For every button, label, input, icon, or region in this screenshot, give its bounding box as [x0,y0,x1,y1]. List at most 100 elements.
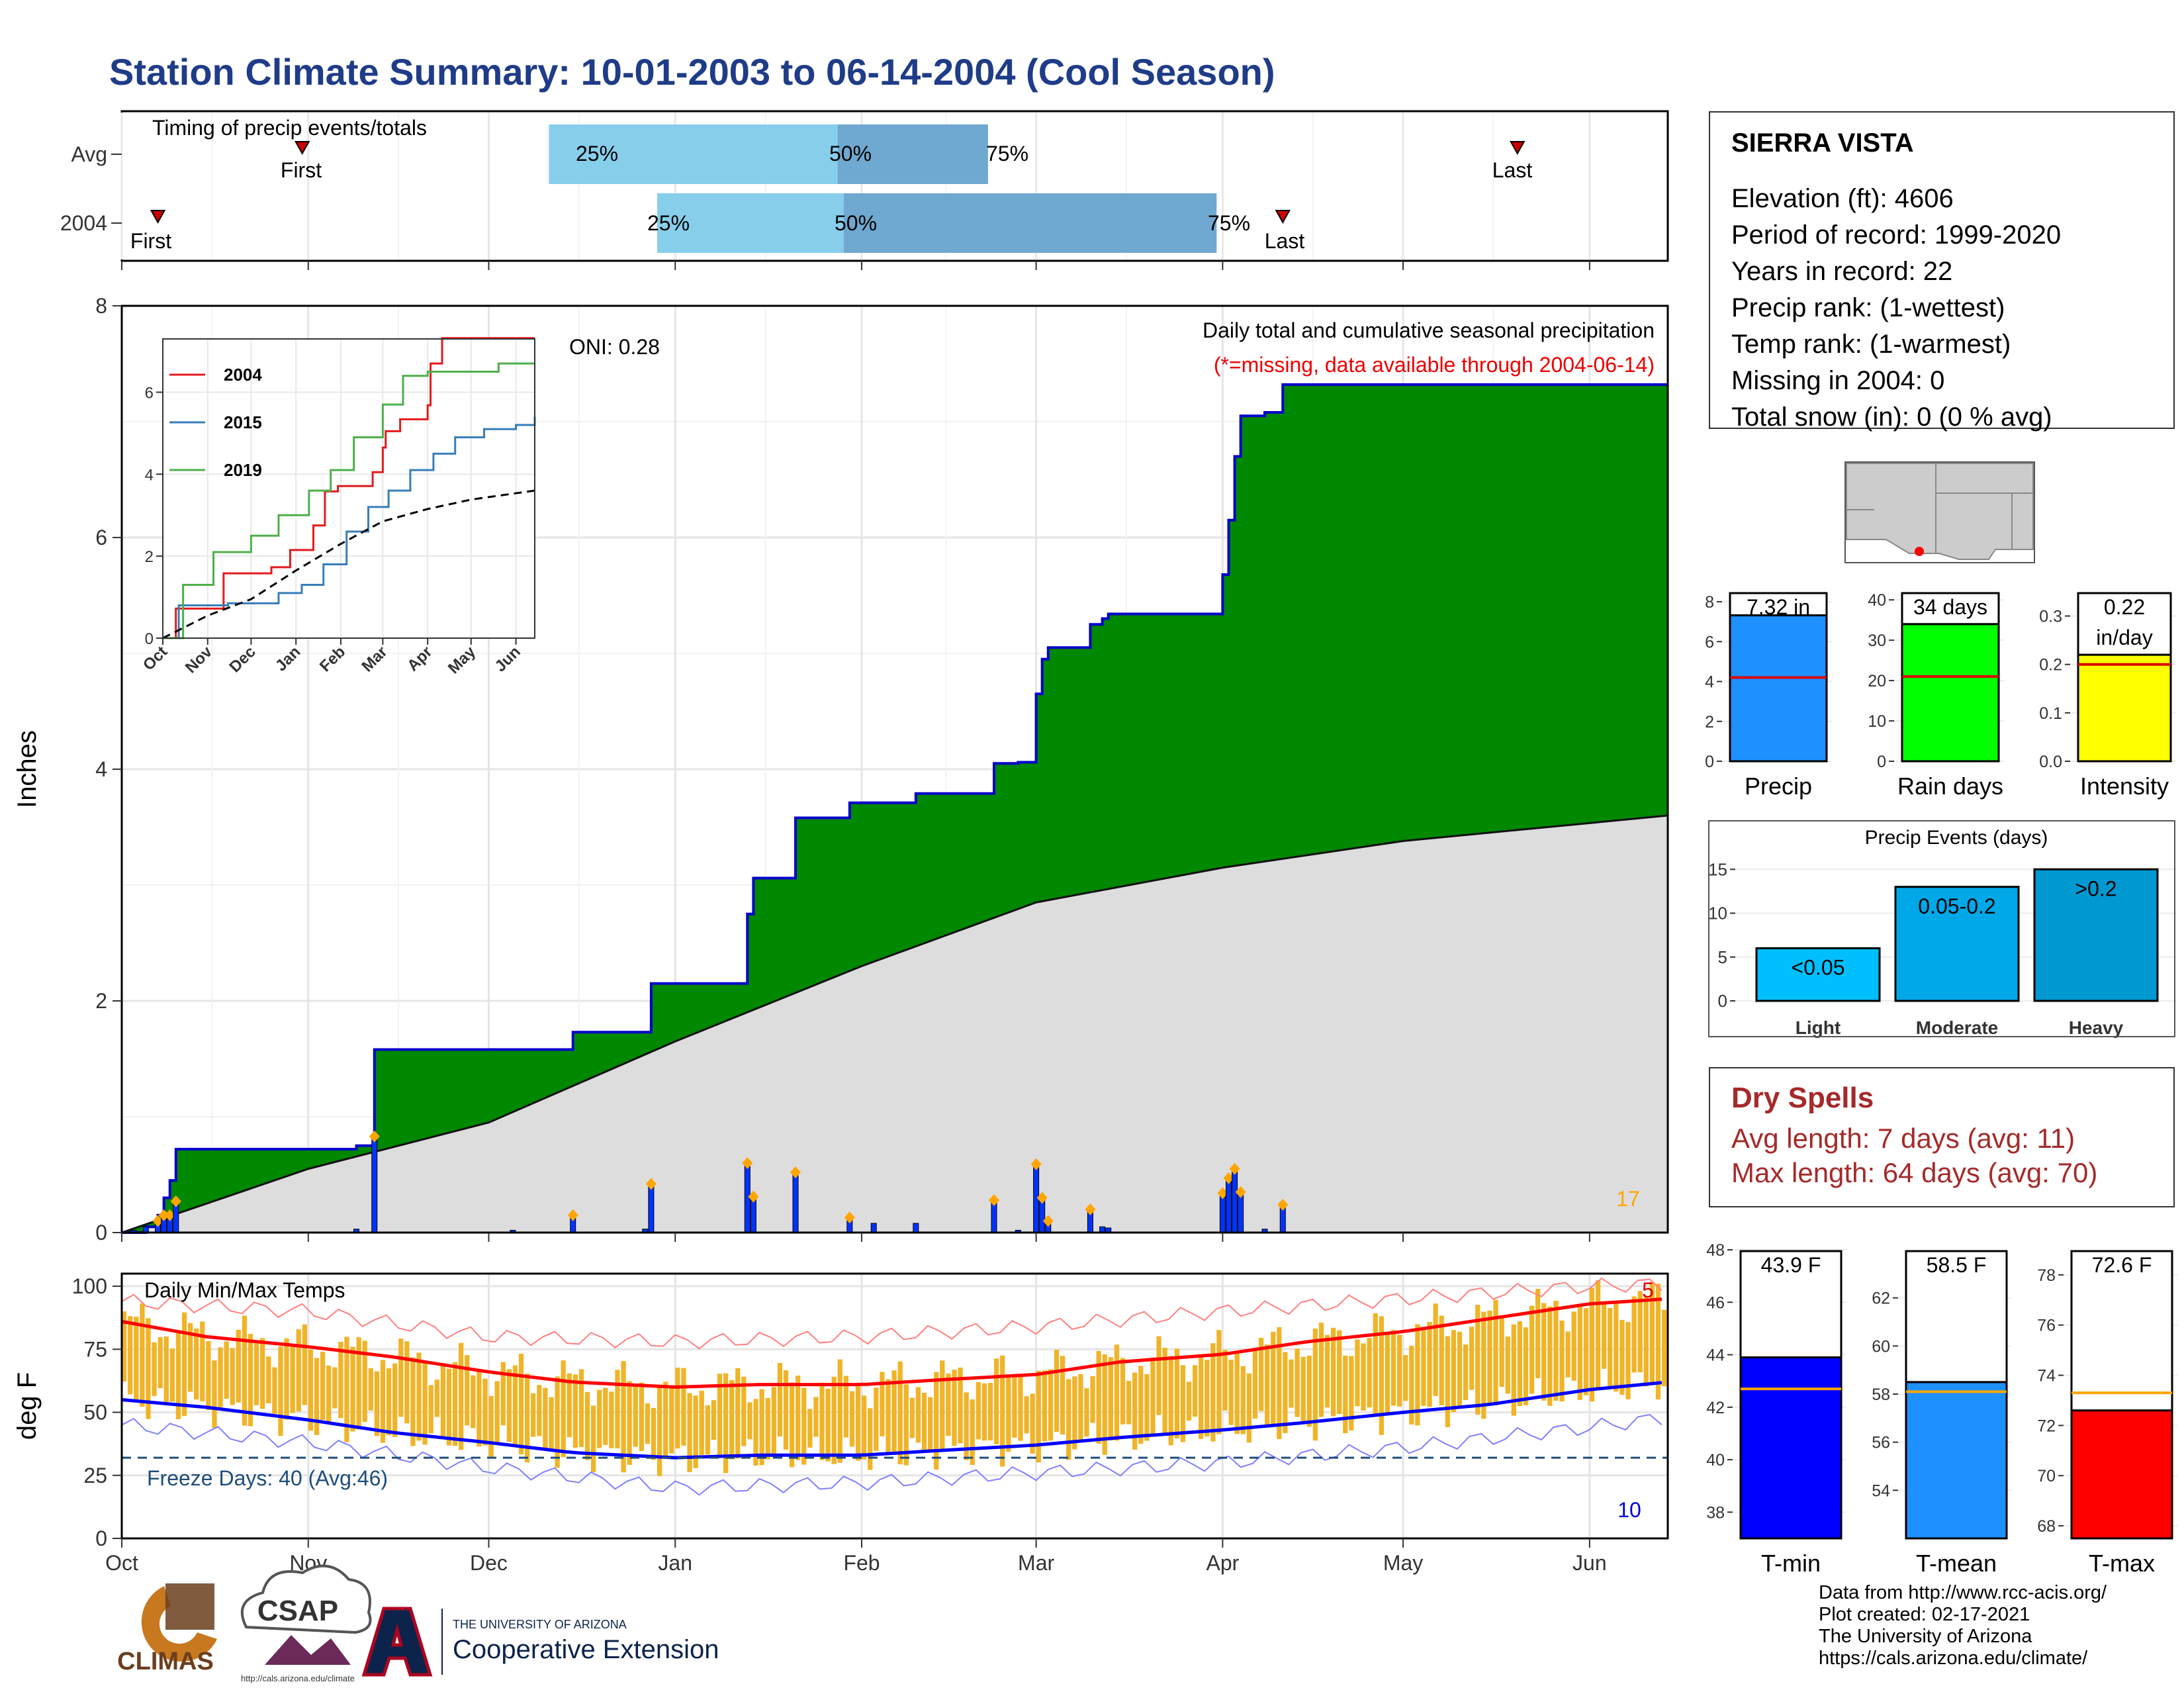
temp-day-bar-73 [561,1360,566,1458]
station-temp-rank: Temp rank: (1-warmest) [1731,330,2011,359]
temp-ytick-label-2: 50 [83,1401,107,1425]
temp-day-bar-77 [584,1391,590,1460]
temp-day-bar-1 [128,1316,133,1395]
temp-xtick-label-3: Jan [658,1551,692,1575]
temp-day-bar-98 [711,1400,717,1440]
timing-last-marker-Avg [1510,141,1525,156]
tmin-bar-top [1739,1250,1843,1359]
temp-day-bar-17 [224,1341,229,1399]
temp-xtick-label-7: May [1383,1551,1423,1575]
temp-day-bar-213 [1403,1355,1408,1401]
temp-day-bar-119 [837,1359,842,1463]
temp-day-bar-198 [1312,1328,1318,1441]
temp-day-bar-201 [1330,1327,1336,1417]
page-title: Station Climate Summary: 10-01-2003 to 0… [109,51,1275,93]
tmax-bar-top [2070,1250,2173,1412]
temp-day-bar-220 [1445,1336,1450,1427]
ua-big-text: Cooperative Extension [453,1635,719,1664]
daily-precip-marker-5 [170,1195,181,1207]
temp-day-bar-5 [152,1342,157,1396]
temp-day-bar-78 [590,1405,596,1473]
temp-day-bar-25 [272,1367,277,1414]
temp-day-bar-137 [946,1373,951,1436]
temp-day-bar-195 [1295,1348,1300,1417]
precip-events-bar-label-heavy: >0.2 [2075,876,2116,900]
daily-precip-bar-14 [792,1172,799,1233]
temp-day-bar-212 [1396,1335,1402,1407]
tmin-ytick-label-1: 40 [1706,1451,1725,1470]
temp-day-bar-110 [783,1370,789,1450]
temp-day-bar-211 [1390,1330,1396,1406]
temp-day-bar-184 [1228,1360,1234,1425]
temp-day-bar-230 [1505,1336,1510,1394]
temp-day-bar-123 [862,1395,867,1460]
precip_total-ytick-label-3: 6 [1705,633,1714,651]
precip-ytick-label-4: 8 [95,294,107,318]
temp-day-bar-175 [1174,1348,1179,1439]
temp-day-bar-204 [1349,1356,1354,1430]
temp-day-bar-45 [392,1363,398,1437]
temp-day-bar-52 [434,1380,439,1417]
precip-events-bar-label-moderate: 0.05-0.2 [1918,894,1995,918]
temp-day-bar-114 [807,1409,813,1448]
temp-day-bar-241 [1571,1311,1576,1381]
temp-day-bar-248 [1614,1303,1619,1392]
temp-day-bar-44 [386,1368,392,1436]
temp-day-bar-120 [843,1376,849,1438]
temp-day-bar-215 [1415,1324,1420,1426]
timing-row-label-2004: 2004 [60,211,107,235]
temp-day-bar-235 [1535,1289,1541,1378]
temp-day-bar-24 [266,1356,271,1403]
temp-day-bar-244 [1589,1288,1595,1402]
temp-day-bar-19 [236,1329,241,1403]
temp-day-bar-191 [1271,1331,1276,1427]
inset-ytick-label-2: 4 [145,466,154,484]
timing-bar-q50-q75-Avg [837,124,988,184]
timing-last-marker-2004 [1275,210,1291,224]
tmean-ytick-label-4: 62 [1872,1289,1890,1308]
temp-day-bar-202 [1337,1330,1342,1415]
temp-day-bar-152 [1036,1370,1041,1463]
temp-day-bar-122 [855,1385,861,1461]
temp-day-bar-48 [410,1357,416,1446]
temp-xtick-label-0: Oct [105,1551,138,1575]
temp-day-bar-66 [518,1354,524,1455]
temp-frame [120,1272,1669,1540]
precip_total-bar [1729,614,1828,763]
timing-avg-last: Last [1492,158,1533,182]
station-period: Period of record: 1999-2020 [1731,220,2062,250]
inset-line-2015 [163,416,536,639]
temp-day-bar-245 [1595,1280,1601,1388]
tmax-ytick-label-1: 70 [2037,1467,2056,1485]
tmax-category-label: T-max [2089,1550,2155,1577]
temp-day-bar-203 [1343,1355,1348,1434]
daily-precip-marker-12 [742,1157,753,1169]
daily-precip-bar-11 [648,1184,655,1233]
timing-2004-q50: 50% [835,211,877,235]
precip_total-ytick-label-1: 2 [1705,713,1714,731]
temp-day-bar-178 [1192,1365,1198,1417]
temp-day-bar-225 [1475,1305,1480,1415]
temp-label: Daily Min/Max Temps [144,1278,345,1302]
temp-day-bar-180 [1205,1360,1210,1437]
temp-day-bar-94 [687,1393,692,1472]
temp-day-bar-231 [1511,1324,1516,1416]
temp-day-bar-101 [729,1380,735,1460]
inset-ytick-label-3: 6 [145,384,154,402]
temp-day-bar-35 [332,1367,338,1409]
tmin-ytick-label-3: 44 [1706,1346,1725,1365]
temp-day-bar-18 [230,1348,235,1405]
daily-precip-marker-15 [844,1211,855,1224]
temp-day-bar-103 [741,1376,747,1446]
temp-day-bar-105 [753,1399,758,1466]
rain_days-ytick-label-0: 0 [1877,753,1886,771]
temp-xtick-label-2: Dec [470,1551,508,1575]
temp-day-bar-118 [831,1376,837,1464]
precip-events-ytick-label-0: 0 [1718,991,1727,1011]
temp-day-bar-146 [1000,1355,1005,1467]
temp-day-bar-166 [1120,1358,1126,1425]
precip-events-bar-heavy [2033,868,2159,1002]
temp-day-bar-149 [1018,1375,1023,1441]
temp-day-bar-89 [657,1385,662,1476]
